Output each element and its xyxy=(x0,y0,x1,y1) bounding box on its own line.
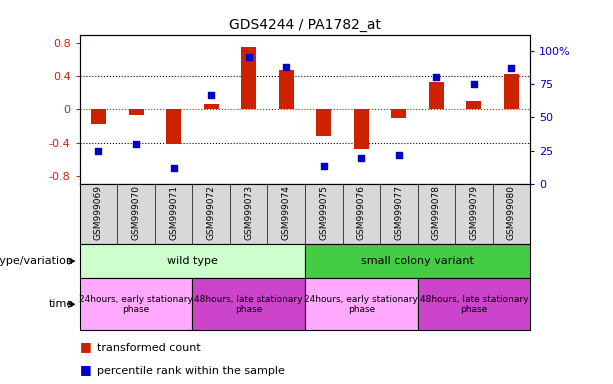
Text: GSM999072: GSM999072 xyxy=(207,185,216,240)
Bar xyxy=(91,109,106,124)
Text: time: time xyxy=(48,299,74,310)
Text: GSM999073: GSM999073 xyxy=(244,185,253,240)
Text: transformed count: transformed count xyxy=(97,343,200,353)
Point xyxy=(206,92,216,98)
Text: GSM999070: GSM999070 xyxy=(132,185,140,240)
Text: small colony variant: small colony variant xyxy=(361,256,474,266)
Bar xyxy=(391,109,406,118)
Bar xyxy=(466,101,481,109)
Bar xyxy=(504,74,519,109)
Bar xyxy=(166,109,181,144)
Bar xyxy=(129,109,143,115)
Point xyxy=(169,165,178,171)
Text: genotype/variation: genotype/variation xyxy=(0,256,74,266)
Text: GSM999076: GSM999076 xyxy=(357,185,366,240)
Point xyxy=(469,81,479,87)
Text: 48hours, late stationary
phase: 48hours, late stationary phase xyxy=(420,295,528,314)
Point xyxy=(319,162,329,169)
Text: 48hours, late stationary
phase: 48hours, late stationary phase xyxy=(194,295,303,314)
Point xyxy=(506,65,516,71)
Bar xyxy=(354,109,369,149)
Text: GSM999080: GSM999080 xyxy=(507,185,516,240)
Point xyxy=(94,148,104,154)
Point xyxy=(244,54,254,60)
Text: 24hours, early stationary
phase: 24hours, early stationary phase xyxy=(304,295,418,314)
Bar xyxy=(241,47,256,109)
Text: GSM999071: GSM999071 xyxy=(169,185,178,240)
Text: GSM999078: GSM999078 xyxy=(432,185,441,240)
Text: ■: ■ xyxy=(80,363,91,376)
Bar xyxy=(204,104,219,109)
Text: GSM999069: GSM999069 xyxy=(94,185,103,240)
Title: GDS4244 / PA1782_at: GDS4244 / PA1782_at xyxy=(229,18,381,32)
Bar xyxy=(429,82,444,109)
Text: GSM999079: GSM999079 xyxy=(470,185,478,240)
Point xyxy=(394,152,404,158)
Text: 24hours, early stationary
phase: 24hours, early stationary phase xyxy=(79,295,193,314)
Bar xyxy=(279,70,294,109)
Point xyxy=(432,74,441,80)
Point xyxy=(281,64,291,70)
Text: GSM999077: GSM999077 xyxy=(394,185,403,240)
Text: wild type: wild type xyxy=(167,256,218,266)
Text: percentile rank within the sample: percentile rank within the sample xyxy=(97,366,284,376)
Text: GSM999074: GSM999074 xyxy=(282,185,291,240)
Point xyxy=(356,154,366,161)
Text: GSM999075: GSM999075 xyxy=(319,185,328,240)
Point xyxy=(131,141,141,147)
Bar xyxy=(316,109,331,136)
Text: ■: ■ xyxy=(80,340,91,353)
